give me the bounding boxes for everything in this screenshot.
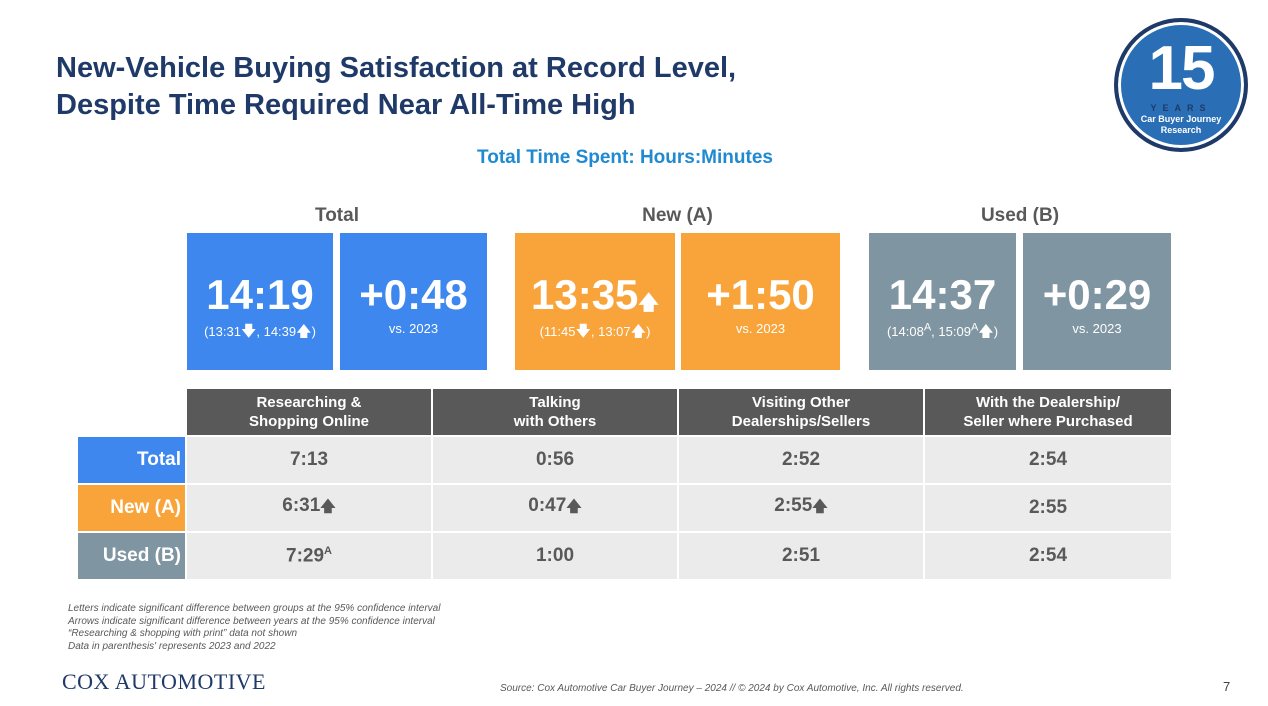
cell-value: 7:29 — [286, 545, 325, 567]
total-prior-2023: (13:31 — [204, 324, 241, 339]
table-cell: 0:56 — [431, 435, 678, 484]
cell-value: 6:31 — [282, 495, 321, 516]
new-time-prior: (11:45🡇, 13:07🡅) — [515, 321, 675, 346]
down-arrow-icon: 🡇 — [240, 323, 257, 340]
table-cell: 1:00 — [431, 531, 678, 579]
header-line: Talking — [529, 394, 581, 411]
footnote: Arrows indicate significant difference b… — [68, 615, 435, 627]
table-cell: 2:55 — [923, 483, 1171, 532]
new-prior-2022: , 13:07 — [590, 324, 631, 339]
table-cell: 0:47🡅 — [431, 483, 678, 532]
table-cell: 2:55🡅 — [677, 483, 924, 532]
up-arrow-icon: 🡅 — [630, 323, 647, 340]
subtitle: Total Time Spent: Hours:Minutes — [477, 147, 773, 168]
cell-value: 0:47 — [528, 495, 567, 516]
header-line: Researching & — [256, 394, 362, 411]
used-change-label: vs. 2023 — [1072, 321, 1122, 336]
table-row: Total 7:13 0:56 2:52 2:54 — [78, 435, 1171, 484]
used-prior-2022: , 15:09 — [931, 324, 971, 339]
cell-superscript: A — [324, 544, 332, 557]
total-time-value: 14:19 — [206, 271, 314, 318]
badge-number: 15 — [1148, 34, 1216, 103]
used-prior-2023-sup: A — [923, 321, 932, 334]
header-visiting: Visiting Other Dealerships/Sellers — [677, 389, 924, 436]
badge-label-2: Research — [1160, 125, 1202, 135]
slide-title: New-Vehicle Buying Satisfaction at Recor… — [56, 50, 736, 124]
total-change-tile: +0:48 vs. 2023 — [340, 233, 487, 370]
group-label-total: Total — [315, 205, 359, 226]
anniversary-badge: 15 YEARS Car Buyer Journey Research — [1114, 18, 1248, 152]
table-cell: 2:54 — [923, 531, 1171, 579]
total-time-tile: 14:19 (13:31🡇, 14:39🡅) — [187, 233, 333, 370]
header-line: Dealerships/Sellers — [731, 413, 871, 430]
badge-label-1: Car Buyer Journey — [1140, 114, 1222, 124]
total-prior-close: ) — [311, 324, 316, 339]
new-time-text: 13:35 — [531, 271, 639, 318]
total-time-prior: (13:31🡇, 14:39🡅) — [187, 321, 333, 346]
header-talking: Talking with Others — [431, 389, 678, 436]
table-cell: 6:31🡅 — [185, 483, 432, 532]
table-cell: 2:51 — [677, 531, 924, 579]
header-dealership: With the Dealership/Seller where Purchas… — [923, 389, 1171, 436]
header-line: With the Dealership/ — [975, 394, 1121, 411]
new-time-tile: 13:35🡅 (11:45🡇, 13:07🡅) — [515, 233, 675, 370]
table-corner — [78, 389, 186, 436]
group-label-new: New (A) — [642, 205, 713, 226]
header-line: with Others — [513, 413, 597, 430]
footnote: Letters indicate significant difference … — [68, 603, 441, 614]
row-label-used: Used (B) — [78, 531, 186, 579]
total-prior-2022: , 14:39 — [256, 324, 297, 339]
used-change-value: +0:29 — [1042, 271, 1152, 318]
up-arrow-icon: 🡅 — [566, 498, 582, 515]
total-change-label: vs. 2023 — [388, 321, 439, 336]
up-arrow-icon: 🡅 — [978, 323, 994, 340]
time-breakdown-table: Researching & Shopping Online Talking with… — [78, 389, 1171, 579]
table-header-row: Researching & Shopping Online Talking with… — [78, 389, 1171, 436]
table-cell: 2:52 — [677, 435, 924, 484]
row-label-new: New (A) — [78, 483, 186, 532]
new-change-label: vs. 2023 — [735, 321, 786, 336]
down-arrow-icon: 🡇 — [575, 323, 591, 340]
used-time-tile: 14:37 (14:08A, 15:09A🡅) — [869, 233, 1016, 370]
header-line: Visiting Other — [751, 394, 851, 411]
used-time-value: 14:37 — [888, 271, 997, 318]
header-researching: Researching & Shopping Online — [185, 389, 432, 436]
header-line: Seller where Purchased — [963, 413, 1133, 430]
used-prior-2023: (14:08 — [886, 324, 924, 339]
footnotes: Letters indicate significant difference … — [68, 603, 440, 653]
row-label-total: Total — [78, 435, 186, 484]
used-change-tile: +0:29 vs. 2023 — [1023, 233, 1171, 370]
up-arrow-icon: 🡅 — [296, 323, 312, 340]
table-cell: 7:29A — [185, 531, 432, 579]
up-arrow-icon: 🡅 — [812, 498, 828, 515]
title-line-1: New-Vehicle Buying Satisfaction at Recor… — [56, 52, 737, 84]
source-note: Source: Cox Automotive Car Buyer Journey… — [500, 683, 964, 694]
table-row: New (A) 6:31🡅 0:47🡅 2:55🡅 2:55 — [78, 483, 1171, 532]
new-change-value: +1:50 — [706, 271, 815, 318]
new-change-tile: +1:50 vs. 2023 — [681, 233, 840, 370]
table-cell: 2:54 — [923, 435, 1171, 484]
page-number: 7 — [1223, 679, 1231, 694]
badge-years: YEARS — [1150, 103, 1212, 113]
cox-automotive-logo: COX AUTOMOTIVE — [62, 669, 266, 694]
used-prior-2022-sup: A — [970, 321, 979, 334]
footnote: “Researching & shopping with print” data… — [68, 628, 298, 639]
table-row: Used (B) 7:29A 1:00 2:51 2:54 — [78, 531, 1171, 579]
new-prior-close: ) — [646, 324, 651, 339]
cell-value: 2:55 — [774, 495, 813, 516]
title-line-2: Despite Time Required Near All-Time High — [56, 89, 636, 121]
new-time-value: 13:35🡅 — [515, 271, 675, 327]
footnote: Data in parenthesis' represents 2023 and… — [68, 640, 276, 652]
new-prior-2023: (11:45 — [539, 324, 576, 339]
group-label-used: Used (B) — [980, 205, 1060, 226]
used-prior-close: ) — [993, 324, 999, 339]
total-change-value: +0:48 — [359, 271, 468, 318]
header-line: Shopping Online — [249, 413, 369, 430]
up-arrow-icon: 🡅 — [320, 498, 336, 515]
used-time-prior: (14:08A, 15:09A🡅) — [869, 321, 1016, 346]
table-cell: 7:13 — [185, 435, 432, 484]
up-arrow-icon: 🡅 — [638, 292, 659, 314]
